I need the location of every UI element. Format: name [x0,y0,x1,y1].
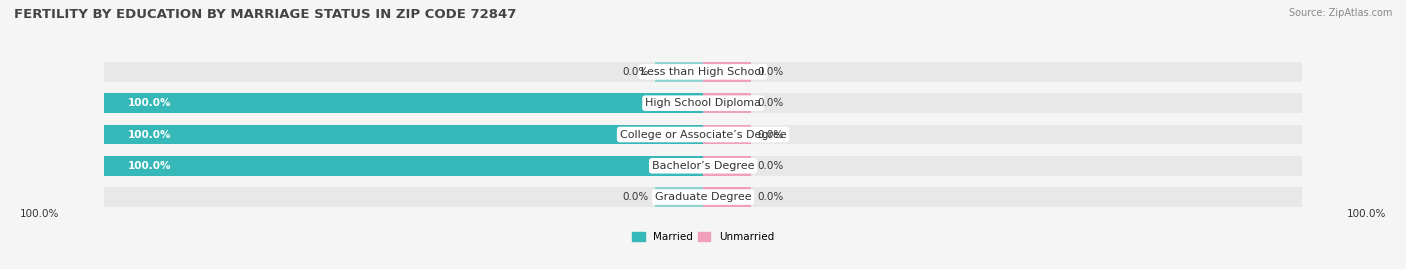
Bar [703,125,751,144]
Text: Bachelor’s Degree: Bachelor’s Degree [652,161,754,171]
Bar [703,156,1302,175]
Bar [703,187,1302,207]
Text: 0.0%: 0.0% [623,67,650,77]
Bar [703,125,1302,144]
Bar [703,94,751,113]
Text: 0.0%: 0.0% [623,192,650,202]
Text: Graduate Degree: Graduate Degree [655,192,751,202]
Text: College or Associate’s Degree: College or Associate’s Degree [620,129,786,140]
Bar [104,94,703,113]
Bar [703,62,1302,82]
Bar [104,125,703,144]
Text: Source: ZipAtlas.com: Source: ZipAtlas.com [1288,8,1392,18]
Text: FERTILITY BY EDUCATION BY MARRIAGE STATUS IN ZIP CODE 72847: FERTILITY BY EDUCATION BY MARRIAGE STATU… [14,8,516,21]
Bar [104,156,703,175]
Bar [104,94,703,113]
Text: 100.0%: 100.0% [128,98,172,108]
Text: 100.0%: 100.0% [20,209,59,219]
Text: 0.0%: 0.0% [756,129,783,140]
Legend: Married, Unmarried: Married, Unmarried [628,228,778,246]
Bar [104,125,703,144]
Text: Less than High School: Less than High School [641,67,765,77]
Bar [104,156,703,175]
Bar [104,62,703,82]
Text: High School Diploma: High School Diploma [645,98,761,108]
Text: 0.0%: 0.0% [756,67,783,77]
Bar [703,94,1302,113]
Text: 100.0%: 100.0% [1347,209,1386,219]
Text: 100.0%: 100.0% [128,161,172,171]
Bar [703,62,751,82]
Bar [703,156,751,175]
Bar [655,187,703,207]
Text: 100.0%: 100.0% [128,129,172,140]
Text: 0.0%: 0.0% [756,161,783,171]
Text: 0.0%: 0.0% [756,192,783,202]
Bar [703,187,751,207]
Bar [104,187,703,207]
Bar [655,62,703,82]
Text: 0.0%: 0.0% [756,98,783,108]
